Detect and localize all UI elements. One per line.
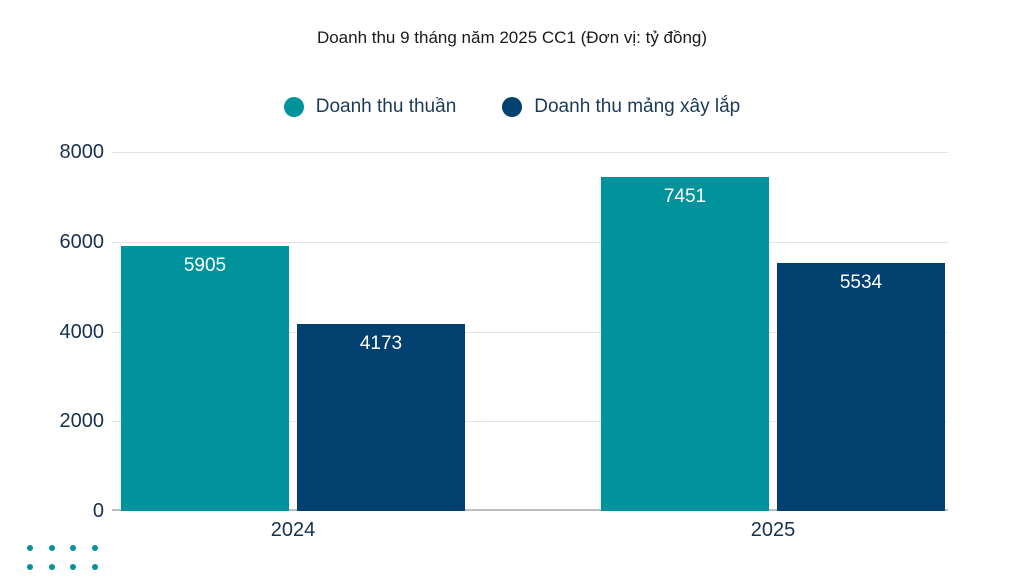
chart-title: Doanh thu 9 tháng năm 2025 CC1 (Đơn vị: …: [316, 28, 708, 47]
legend-label: Doanh thu mảng xây lắp: [534, 96, 741, 117]
bar-value-label: 4173: [359, 333, 403, 354]
y-tick-label: 2000: [59, 410, 105, 432]
bar-value-label: 7451: [663, 186, 707, 207]
decor-dot-icon: [48, 545, 55, 551]
legend-swatch-icon: [283, 97, 304, 117]
gridline: [112, 152, 948, 153]
legend-swatch-icon: [502, 97, 523, 117]
gridline: [112, 421, 948, 422]
y-axis: 0 2000 4000 6000 8000: [0, 141, 105, 522]
decor-dot-icon: [91, 545, 98, 551]
gridline: [112, 242, 948, 243]
legend-item-doanh-thu-thuan[interactable]: Doanh thu thuần: [283, 96, 457, 118]
x-axis-line: [112, 509, 948, 511]
legend-item-doanh-thu-mang-xay-lap[interactable]: Doanh thu mảng xây lắp: [502, 96, 740, 118]
decor-dot-icon: [27, 564, 33, 570]
bar-2025-doanh-thu-mang-xay-lap[interactable]: 5534: [777, 263, 945, 511]
gridline: [112, 332, 948, 333]
bar-2025-doanh-thu-thuan[interactable]: 7451: [601, 177, 769, 511]
y-tick-label: 4000: [59, 321, 105, 343]
bar-2024-doanh-thu-thuan[interactable]: 5905: [121, 246, 289, 511]
decor-dot-icon: [70, 564, 76, 570]
bar-value-label: 5534: [839, 272, 883, 293]
legend: Doanh thu thuần Doanh thu mảng xây lắp: [0, 96, 1024, 118]
y-tick-label: 8000: [59, 141, 105, 163]
decor-dot-icon: [27, 545, 33, 551]
y-tick-label: 6000: [59, 231, 105, 253]
bar-value-label: 5905: [183, 255, 227, 276]
decor-dot-icon: [48, 564, 55, 570]
legend-label: Doanh thu thuần: [315, 96, 457, 117]
decorative-dot-grid: [27, 545, 107, 575]
decor-dot-icon: [70, 545, 76, 551]
bar-2024-doanh-thu-mang-xay-lap[interactable]: 4173: [297, 324, 465, 511]
decor-dot-icon: [91, 564, 98, 570]
x-tick-label-2024: 2024: [270, 519, 316, 541]
plot-area: 5905 4173 7451 5534: [112, 152, 948, 511]
y-tick-label: 0: [92, 500, 104, 522]
x-tick-label-2025: 2025: [750, 519, 796, 541]
